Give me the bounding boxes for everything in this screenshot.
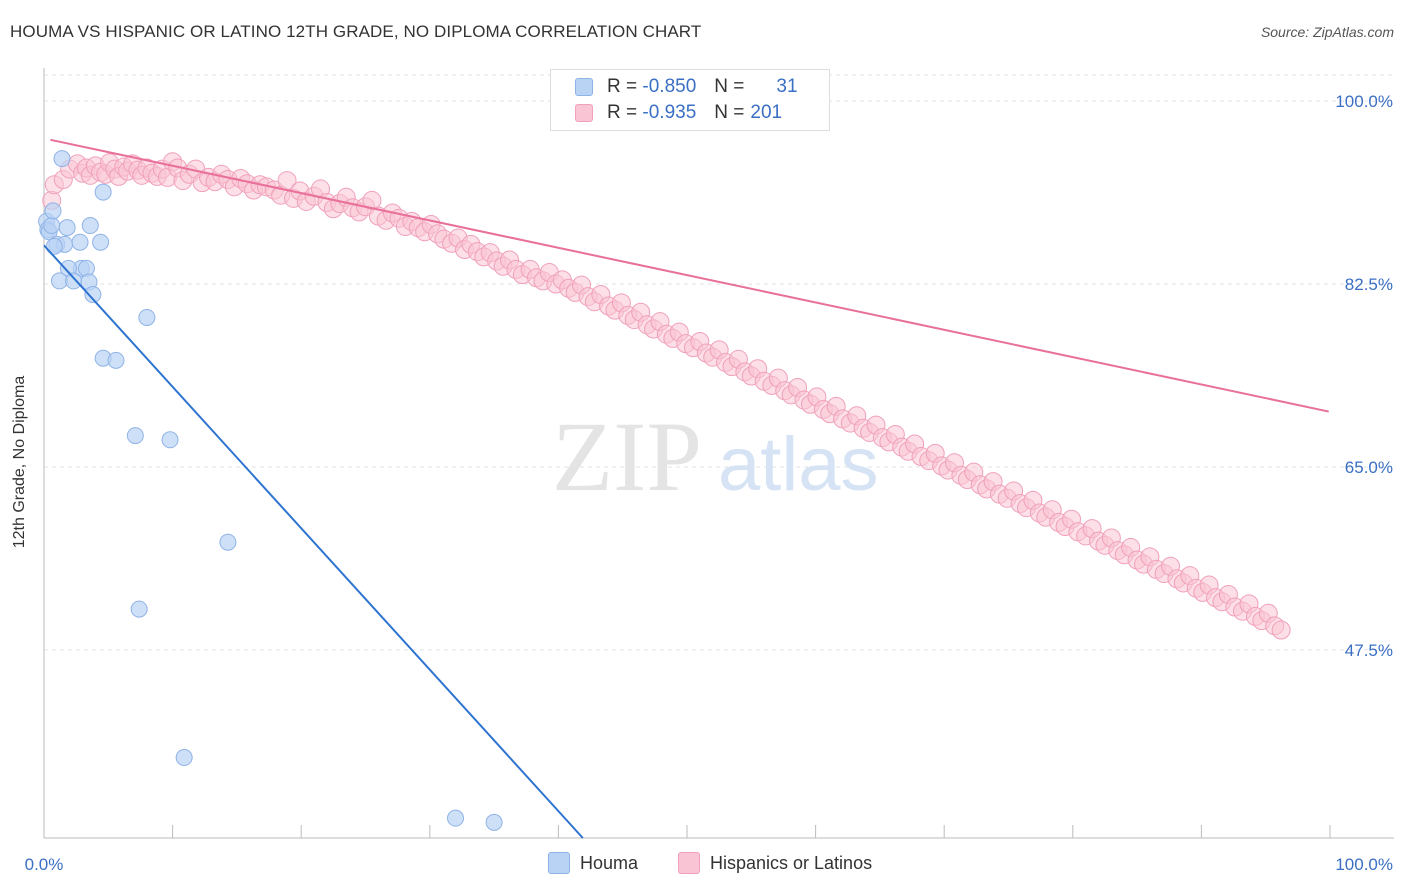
- houma-point: [138, 308, 156, 326]
- legend-r-value-houma: -0.850: [642, 76, 697, 97]
- legend-row-hispanic: R = -0.935 N = 201: [575, 101, 782, 125]
- hispanic-point: [1271, 620, 1291, 640]
- houma-point: [43, 217, 61, 235]
- houma-point: [94, 183, 112, 201]
- legend-swatch-houma: [575, 78, 593, 96]
- legend-swatch-hispanic: [575, 104, 593, 122]
- tick-labels: 100.0% 82.5% 65.0% 47.5% 0.0% 100.0%: [25, 92, 1393, 874]
- y-tick-label: 47.5%: [1345, 641, 1393, 660]
- legend-n-label: N =: [714, 76, 745, 97]
- chart-title: HOUMA VS HISPANIC OR LATINO 12TH GRADE, …: [10, 22, 702, 41]
- x-tick-label: 100.0%: [1335, 855, 1393, 874]
- source-credit: Source: ZipAtlas.com: [1260, 24, 1394, 40]
- houma-point: [447, 809, 465, 827]
- legend-label-hispanic: Hispanics or Latinos: [710, 852, 873, 873]
- houma-point: [45, 237, 63, 255]
- houma-point: [71, 233, 89, 251]
- houma-point: [130, 600, 148, 618]
- watermark-zip: ZIP: [552, 401, 702, 512]
- legend-label-houma: Houma: [580, 852, 639, 873]
- watermark: ZIP atlas: [552, 401, 879, 512]
- legend-item-hispanic: Hispanics or Latinos: [678, 852, 872, 874]
- legend-swatch-hispanic: [678, 852, 700, 874]
- legend-r-label: R =: [607, 102, 638, 123]
- legend-item-houma: Houma: [548, 852, 638, 874]
- houma-point: [84, 285, 102, 303]
- houma-point: [53, 150, 71, 168]
- legend-row-houma: R = -0.850 N = 31: [575, 75, 798, 99]
- houma-point: [485, 813, 503, 831]
- houma-point: [65, 272, 83, 290]
- watermark-atlas: atlas: [718, 422, 879, 507]
- x-tick-label: 0.0%: [25, 855, 64, 874]
- y-axis-title: 12th Grade, No Diploma: [11, 375, 28, 549]
- y-tick-label: 100.0%: [1335, 92, 1393, 111]
- houma-point: [219, 533, 237, 551]
- houma-point: [107, 351, 125, 369]
- houma-point: [126, 427, 144, 445]
- houma-point: [92, 233, 110, 251]
- houma-point: [175, 749, 193, 767]
- series-legend: Houma Hispanics or Latinos: [0, 852, 1406, 876]
- hispanic-points: [42, 152, 1291, 640]
- houma-point: [44, 202, 62, 220]
- stats-legend: R = -0.850 N = 31 R = -0.935 N = 201: [550, 69, 830, 131]
- legend-r-label: R =: [607, 76, 638, 97]
- houma-point: [50, 272, 68, 290]
- hispanic-trend-line: [50, 138, 1329, 413]
- houma-point: [81, 217, 99, 235]
- trend-lines: [43, 138, 1329, 839]
- legend-n-value-houma: 31: [776, 76, 798, 97]
- y-tick-label: 65.0%: [1345, 458, 1393, 477]
- legend-n-value-hispanic: 201: [750, 102, 783, 123]
- houma-points: [38, 150, 503, 831]
- houma-point: [58, 219, 76, 237]
- houma-trend-line: [43, 244, 584, 839]
- legend-r-value-hispanic: -0.935: [642, 102, 697, 123]
- legend-n-label: N =: [714, 102, 745, 123]
- y-tick-label: 82.5%: [1345, 275, 1393, 294]
- legend-swatch-houma: [548, 852, 570, 874]
- houma-point: [161, 431, 179, 449]
